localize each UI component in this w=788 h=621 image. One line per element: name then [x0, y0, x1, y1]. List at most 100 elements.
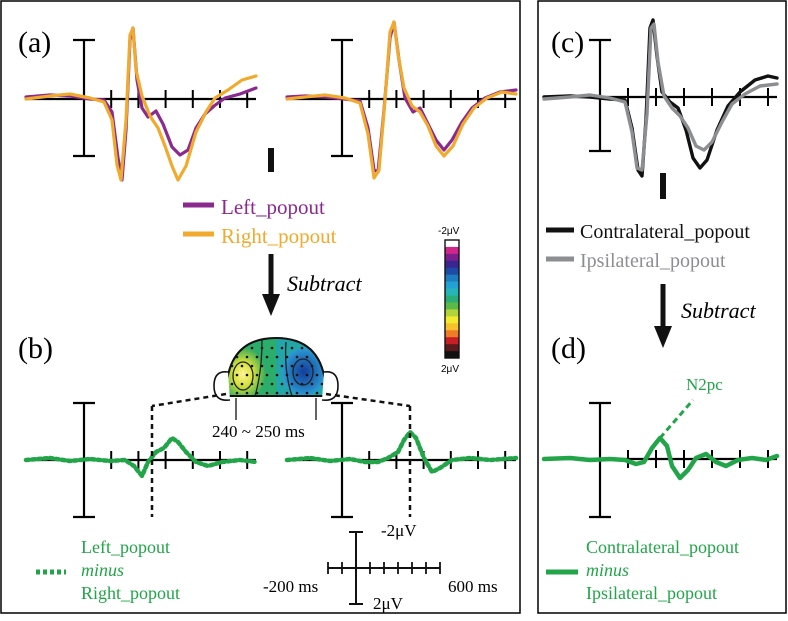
electrode-dot — [245, 373, 249, 377]
panel-label-c: (c) — [551, 26, 584, 59]
wave-a-left-popout — [24, 26, 258, 182]
legend-d-line2: minus — [586, 560, 629, 580]
colorbar-top-label: -2μV — [438, 226, 460, 237]
scale-y-bottom-label: 2μV — [373, 594, 404, 613]
colorbar-bottom-label: 2μV — [441, 364, 459, 375]
wave-diff-d — [541, 435, 780, 481]
panel-label-d: (d) — [551, 332, 586, 365]
wave-b-right-popout — [285, 20, 518, 180]
electrode-dot — [240, 382, 244, 386]
electrode-dot — [275, 355, 279, 359]
colorbar — [444, 239, 460, 359]
colorbar-segment — [445, 330, 459, 338]
electrode-dot — [300, 382, 304, 386]
colorbar-segment — [445, 274, 459, 282]
wave-c-ipsilateral — [542, 22, 779, 172]
subtract-arrow-c — [654, 284, 672, 348]
electrode-dot — [315, 391, 319, 395]
colorbar-segment — [445, 260, 459, 269]
electrode-dot — [240, 364, 244, 368]
separator-mark-c — [660, 173, 666, 199]
electrode-dot — [245, 391, 249, 395]
colorbar-segment — [445, 316, 459, 324]
electrode-dot — [295, 373, 299, 377]
electrode-dot — [305, 355, 309, 359]
electrode-dot — [275, 391, 279, 395]
electrode-dot — [230, 382, 234, 386]
right-panel-frame — [537, 0, 787, 614]
colorbar-segment — [445, 267, 459, 276]
electrode-dot — [280, 382, 284, 386]
colorbar-segment — [445, 323, 459, 331]
electrode-dot — [270, 346, 274, 350]
electrode-dot — [250, 364, 254, 368]
electrode-dot — [255, 355, 259, 359]
colorbar-segment — [445, 288, 459, 296]
panel-label-a: (a) — [18, 26, 51, 59]
legend-text-left-popout: Left_popout — [221, 195, 325, 219]
colorbar-frame — [444, 239, 460, 359]
electrode-dot — [280, 364, 284, 368]
electrode-dot — [235, 391, 239, 395]
scale-x-left-label: -200 ms — [263, 577, 318, 596]
legend-text-ipsilateral: Ipsilateral_popout — [580, 250, 726, 272]
electrode-dot — [265, 391, 269, 395]
electrode-dot — [275, 373, 279, 377]
legend-text-right-popout: Right_popout — [221, 224, 337, 248]
subtract-label-c: Subtract — [681, 298, 756, 323]
electrode-dot — [260, 346, 264, 350]
electrode-dot — [280, 346, 284, 350]
electrode-dot — [290, 364, 294, 368]
electrode-dot — [260, 382, 264, 386]
electrode-dot — [315, 373, 319, 377]
scale-bar — [327, 531, 441, 605]
scale-y-top-label: -2μV — [381, 521, 417, 540]
colorbar-segment — [445, 281, 459, 289]
colorbar-segment — [445, 302, 459, 310]
electrode-dot — [320, 382, 324, 386]
electrode-dot — [285, 355, 289, 359]
left-panel-frame — [0, 0, 521, 614]
panel-label-b: (b) — [18, 332, 53, 365]
connector-right-top — [325, 392, 411, 408]
wave-diff-b-left — [23, 435, 259, 479]
electrode-dot — [265, 355, 269, 359]
n2pc-pointer — [658, 399, 695, 439]
electrode-dot — [325, 355, 326, 359]
electrode-dot — [255, 373, 259, 377]
electrode-dot — [285, 373, 289, 377]
legend-d-line3: Ipsilateral_popout — [586, 583, 717, 603]
separator-mark-a — [268, 148, 274, 172]
electrode-dot — [235, 373, 239, 377]
electrode-dot — [295, 391, 299, 395]
electrode-dot — [320, 346, 324, 350]
legend-b-line2: minus — [81, 560, 124, 580]
subtract-arrow-a — [262, 254, 280, 316]
electrode-dot — [265, 373, 269, 377]
electrode-dot — [310, 364, 314, 368]
electrode-dot — [305, 391, 309, 395]
connector-left-top — [151, 392, 227, 408]
electrode-dot — [285, 391, 289, 395]
electrode-dot — [310, 382, 314, 386]
colorbar-segment — [445, 295, 459, 303]
electrode-dot — [290, 346, 294, 350]
topomap — [213, 336, 339, 420]
legend-text-contralateral: Contralateral_popout — [580, 221, 750, 243]
electrode-dot — [295, 355, 299, 359]
electrode-dot — [230, 346, 234, 350]
legend-b-line3: Right_popout — [81, 583, 180, 603]
waveforms — [23, 18, 780, 481]
scale-x-right-label: 600 ms — [448, 577, 498, 596]
electrode-dot — [245, 355, 249, 359]
electrode-dot — [270, 382, 274, 386]
electrode-dot — [260, 364, 264, 368]
colorbar-segment — [445, 344, 459, 352]
left-ear-icon — [213, 370, 231, 402]
colorbar-segment — [445, 309, 459, 317]
electrode-dot — [290, 382, 294, 386]
electrode-dot — [250, 346, 254, 350]
legend-d-line1: Contralateral_popout — [586, 537, 739, 557]
colorbar-segment — [445, 240, 459, 248]
